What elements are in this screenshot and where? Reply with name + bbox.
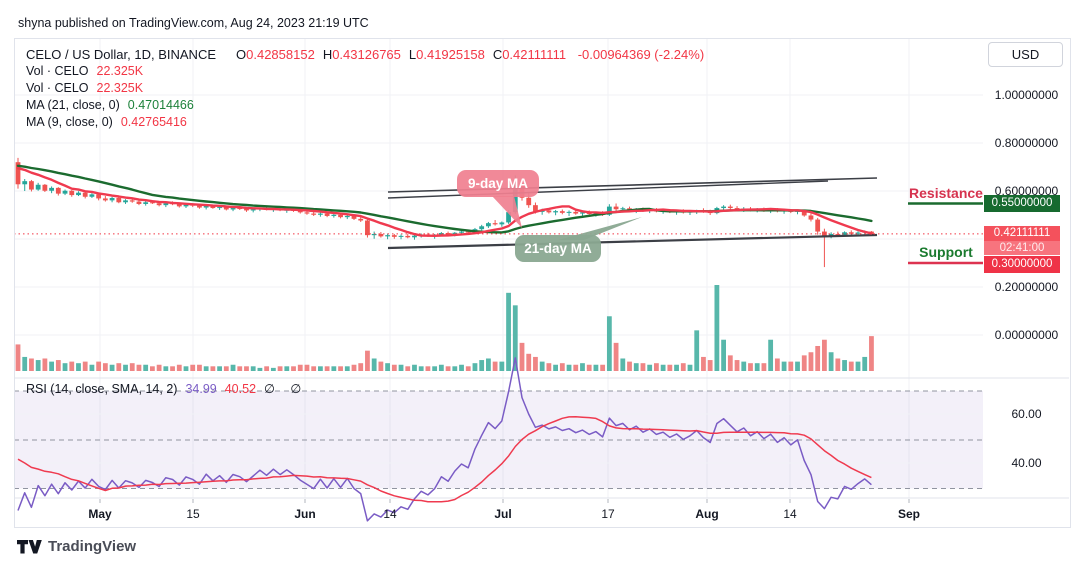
low-prefix: L — [408, 47, 417, 62]
close-prefix: C — [492, 47, 503, 62]
price-axis-label: 0.80000000 — [994, 136, 1059, 150]
currency-toggle-button[interactable]: USD — [988, 42, 1063, 67]
resistance-label[interactable]: Resistance — [909, 185, 983, 201]
price-axis-label: 0.60000000 — [994, 184, 1059, 198]
tradingview-watermark[interactable]: TradingView — [16, 538, 136, 555]
change-value: -0.00964369 (-2.24%) — [577, 47, 705, 62]
rsi-axis-label: 60.00 — [1011, 407, 1042, 421]
time-axis-label: Jun — [294, 507, 316, 521]
ma9-indicator-title[interactable]: MA (9, close, 0) — [26, 115, 113, 129]
ma21-value: 0.47014466 — [127, 98, 194, 112]
ma9-value: 0.42765416 — [120, 115, 187, 129]
ma21-indicator-title[interactable]: MA (21, close, 0) — [26, 98, 120, 112]
rsi-axis-label: 40.00 — [1011, 456, 1042, 470]
rsi-empty-band-values: ∅ ∅ — [264, 382, 308, 396]
volume-indicator-title[interactable]: Vol · CELO — [26, 81, 89, 95]
attribution-text: shyna published on TradingView.com, Aug … — [18, 16, 369, 30]
ma9-row: MA (9, close, 0) 0.42765416 — [26, 114, 704, 131]
rsi-value: 34.99 — [185, 382, 217, 396]
time-axis-label: 17 — [601, 507, 615, 521]
open-value: 0.42858152 — [246, 47, 315, 62]
ohlc-values: O0.42858152 H0.43126765 L0.41925158 C0.4211… — [228, 47, 704, 62]
chart-legend: CELO / US Dollar, 1D, BINANCE O0.42858152… — [26, 46, 704, 131]
support-label[interactable]: Support — [919, 244, 973, 260]
time-axis-label: May — [88, 507, 112, 521]
open-prefix: O — [236, 47, 247, 62]
time-axis-label: 14 — [383, 507, 397, 521]
support-price-badge: 0.30000000 — [984, 256, 1060, 273]
time-axis-label: Sep — [897, 507, 921, 521]
last-price-badge: 0.42111111 02:41:00 — [984, 226, 1060, 255]
price-axis-label: 1.00000000 — [994, 88, 1059, 102]
symbol-description[interactable]: CELO / US Dollar, 1D, BINANCE — [26, 47, 216, 62]
high-prefix: H — [322, 47, 333, 62]
volume-row: Vol · CELO 22.325K — [26, 63, 704, 80]
tradingview-logo-icon[interactable] — [16, 539, 44, 555]
volume-row: Vol · CELO 22.325K — [26, 80, 704, 97]
price-axis-label: 0.20000000 — [994, 280, 1059, 294]
time-axis-label: 14 — [783, 507, 797, 521]
bar-countdown: 02:41:00 — [984, 241, 1060, 255]
last-price-value: 0.42111111 — [984, 226, 1060, 241]
close-value: 0.42111111 — [502, 47, 567, 62]
ma21-row: MA (21, close, 0) 0.47014466 — [26, 97, 704, 114]
time-axis-label: Aug — [695, 507, 719, 521]
rsi-legend: RSI (14, close, SMA, 14, 2) 34.99 40.52 ∅ ∅ — [26, 381, 307, 396]
rsi-indicator-title[interactable]: RSI (14, close, SMA, 14, 2) — [26, 382, 178, 396]
high-value: 0.43126765 — [332, 47, 401, 62]
low-value: 0.41925158 — [416, 47, 485, 62]
resistance-price-badge: 0.55000000 — [984, 195, 1060, 212]
ma21-callout[interactable]: 21-day MA — [515, 235, 601, 262]
price-axis-label: 0.00000000 — [994, 328, 1059, 342]
volume-indicator-title[interactable]: Vol · CELO — [26, 64, 89, 78]
volume-value: 22.325K — [96, 64, 144, 78]
rsi-sma-value: 40.52 — [224, 382, 257, 396]
ma9-callout[interactable]: 9-day MA — [457, 170, 539, 197]
volume-value: 22.325K — [96, 81, 144, 95]
time-axis-label: Jul — [494, 507, 512, 521]
tradingview-wordmark: TradingView — [48, 538, 137, 555]
time-axis-label: 15 — [186, 507, 200, 521]
legend-symbol-row: CELO / US Dollar, 1D, BINANCE O0.42858152… — [26, 46, 704, 63]
